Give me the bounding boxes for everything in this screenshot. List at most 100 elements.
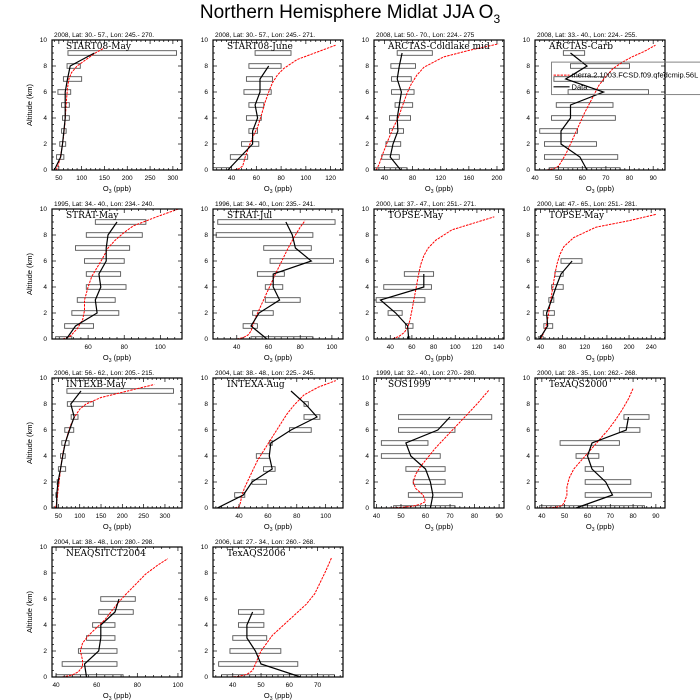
- plot-frame: [212, 39, 344, 171]
- data-line: [227, 65, 270, 170]
- range-box: [243, 89, 272, 95]
- panel-subtitle: 2008, Lat: 33.- 40., Lon: 224.- 255.: [537, 32, 637, 39]
- x-tick-label: 160: [463, 175, 474, 182]
- y-tick-label: 10: [201, 375, 209, 382]
- range-box: [383, 284, 432, 290]
- range-box: [66, 401, 94, 407]
- y-tick-label: 4: [43, 622, 47, 629]
- range-box: [250, 336, 314, 339]
- y-tick-label: 10: [201, 37, 209, 44]
- range-box: [242, 323, 258, 329]
- data-line: [250, 221, 313, 339]
- y-tick-label: 8: [526, 63, 530, 70]
- y-tick-label: 6: [204, 89, 208, 96]
- y-tick-label: 8: [43, 232, 47, 239]
- model-line: [54, 384, 155, 508]
- range-box: [398, 414, 493, 420]
- range-box: [289, 427, 312, 433]
- y-tick-label: 0: [43, 674, 47, 681]
- x-tick-label: 40: [52, 682, 60, 689]
- x-tick-label: 300: [167, 175, 178, 182]
- x-axis-label: O3 (ppb): [103, 184, 132, 195]
- x-tick-label: 80: [626, 175, 634, 182]
- x-tick-label: 80: [297, 344, 305, 351]
- x-tick-label: 100: [155, 344, 166, 351]
- plot-area: [537, 213, 657, 339]
- y-tick-label: 2: [365, 141, 369, 148]
- range-box: [75, 245, 131, 251]
- plot-frame: [534, 39, 666, 171]
- y-tick-label: 10: [362, 375, 370, 382]
- y-tick-label: 2: [204, 310, 208, 317]
- range-box: [252, 310, 274, 316]
- y-tick-label: 0: [43, 336, 47, 343]
- x-tick-label: 70: [314, 682, 322, 689]
- plot-frame: [51, 546, 183, 678]
- y-tick-label: 2: [526, 479, 530, 486]
- x-tick-label: 40: [235, 513, 243, 520]
- plot-area: [380, 389, 493, 508]
- y-axis-label: Altitude (km): [25, 421, 34, 464]
- y-tick-label: 0: [365, 505, 369, 512]
- range-box: [256, 271, 285, 277]
- y-tick-label: 4: [365, 115, 369, 122]
- panel-subtitle: 1999, Lat: 32.- 40., Lon: 270.- 280.: [376, 370, 476, 377]
- x-tick-label: 90: [650, 175, 658, 182]
- panel-subtitle: 2006, Lat: 56.- 62., Lon: 205.- 215.: [54, 370, 154, 377]
- plot-area: [374, 43, 499, 170]
- x-tick-label: 120: [435, 175, 446, 182]
- range-box: [221, 674, 335, 677]
- figure-title: Northern Hemisphere Midlat JJA O3: [0, 2, 700, 26]
- x-tick-label: 300: [160, 513, 171, 520]
- plot-frame: [212, 546, 344, 678]
- data-line: [246, 611, 301, 677]
- panel-intexa-aug: 2004, Lat: 38.- 48., Lon: 225.- 245. 0 2 4 6…: [201, 370, 344, 533]
- panel-texaqs2000: 2000, Lat: 28.- 35., Lon: 262.- 268. 0 2 4 6…: [523, 370, 666, 533]
- y-tick-label: 8: [365, 401, 369, 408]
- y-tick-label: 2: [204, 648, 208, 655]
- range-box: [255, 453, 270, 459]
- y-tick-label: 6: [204, 427, 208, 434]
- y-tick-label: 6: [526, 258, 530, 265]
- y-tick-label: 0: [526, 167, 530, 174]
- x-tick-label: 80: [134, 682, 142, 689]
- panel-start08-may: 2008, Lat: 30.- 57., Lon: 245.- 270. 0 2 4 6…: [25, 32, 183, 195]
- x-tick-label: 40: [373, 513, 381, 520]
- y-tick-label: 6: [43, 427, 47, 434]
- y-tick-label: 4: [43, 284, 47, 291]
- y-tick-label: 10: [201, 206, 209, 213]
- panel-name: STRAT-May: [66, 211, 119, 221]
- y-tick-label: 2: [365, 310, 369, 317]
- range-box: [387, 310, 403, 316]
- x-axis-label: O3 (ppb): [264, 353, 293, 364]
- panel-subtitle: 2004, Lat: 38.- 48., Lon: 225.- 245.: [215, 370, 315, 377]
- range-box: [71, 310, 120, 316]
- x-axis-label: O3 (ppb): [264, 184, 293, 195]
- legend-data-label: Data: [572, 82, 589, 91]
- y-tick-label: 6: [365, 258, 369, 265]
- panel-arctas-carb: 2008, Lat: 33.- 40., Lon: 224.- 255. 0 2 4 6…: [523, 32, 666, 195]
- plot-frame: [373, 377, 505, 509]
- range-box: [398, 427, 456, 433]
- y-tick-label: 6: [365, 89, 369, 96]
- x-axis-label: O3 (ppb): [586, 184, 615, 195]
- y-tick-label: 8: [526, 401, 530, 408]
- model-line: [375, 43, 499, 170]
- panel-name: TOPSE-May: [549, 211, 605, 221]
- data-line: [53, 52, 95, 170]
- y-tick-label: 8: [204, 232, 208, 239]
- range-box: [404, 323, 414, 329]
- plot-area: [539, 388, 652, 508]
- x-tick-label: 80: [293, 513, 301, 520]
- y-tick-label: 4: [365, 284, 369, 291]
- x-tick-label: 100: [320, 513, 331, 520]
- x-tick-label: 100: [76, 175, 87, 182]
- y-tick-label: 6: [365, 427, 369, 434]
- data-line: [405, 416, 451, 508]
- x-tick-label: 100: [326, 344, 337, 351]
- range-box: [77, 648, 118, 654]
- model-line: [233, 44, 336, 170]
- y-tick-label: 10: [40, 544, 48, 551]
- plot-frame: [373, 208, 505, 340]
- x-tick-label: 100: [300, 175, 311, 182]
